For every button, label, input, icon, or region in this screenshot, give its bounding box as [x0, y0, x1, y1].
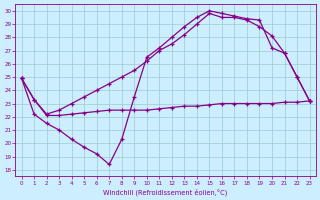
X-axis label: Windchill (Refroidissement éolien,°C): Windchill (Refroidissement éolien,°C) [103, 188, 228, 196]
